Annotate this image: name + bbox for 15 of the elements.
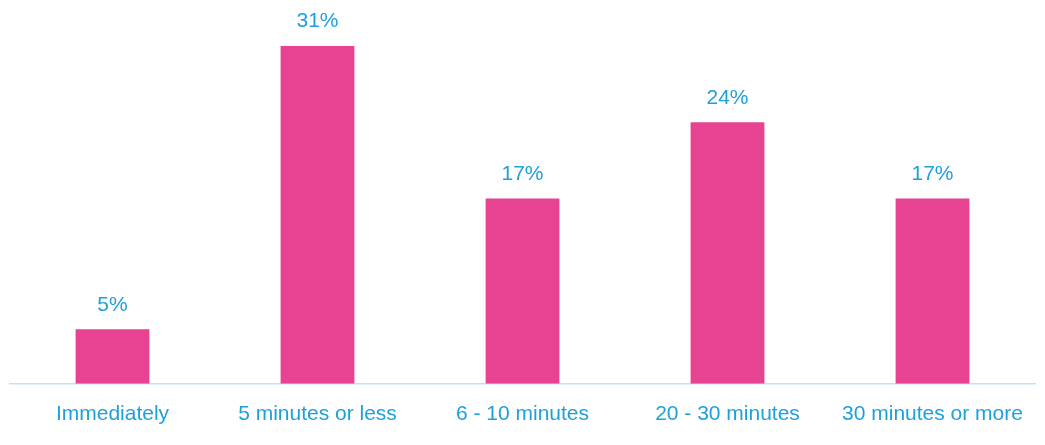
bar — [895, 198, 970, 384]
x-tick-label: Immediately — [55, 401, 170, 425]
bar — [280, 46, 355, 384]
data-label: 17% — [911, 160, 954, 184]
data-label: 31% — [296, 8, 339, 32]
bar — [690, 122, 765, 384]
data-label: 5% — [97, 291, 128, 315]
x-tick-label: 20 - 30 minutes — [655, 401, 800, 425]
data-label: 24% — [706, 84, 749, 108]
data-label: 17% — [501, 160, 544, 184]
x-tick-label: 5 minutes or less — [238, 401, 397, 425]
x-tick-label: 6 - 10 minutes — [455, 401, 590, 425]
bar — [75, 329, 150, 384]
bar — [485, 198, 560, 384]
x-tick-label: 30 minutes or more — [842, 401, 1023, 425]
